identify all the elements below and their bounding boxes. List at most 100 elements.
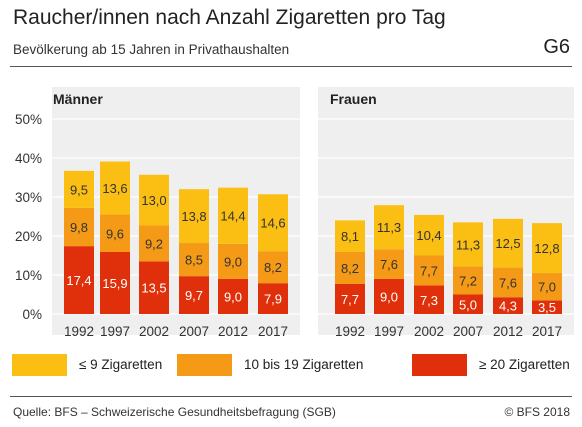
data-label-women-ge20-2017: 3,5 — [538, 300, 556, 315]
bar-women-ge20-1992 — [335, 283, 365, 314]
stacked-bar-chart: 0% 10% 20% 30% 40% 50% 17,4 9,8 9,5 1992 15,9 9,6 13… — [15, 112, 574, 339]
data-label-women-ge20-2002: 7,3 — [420, 293, 438, 308]
data-label-men-le9-2007: 13,8 — [181, 209, 206, 224]
data-label-women-mid-1997: 7,6 — [380, 257, 398, 272]
data-label-women-mid-2012: 7,6 — [499, 275, 517, 290]
header-divider — [10, 66, 572, 67]
data-label-women-mid-1992: 8,2 — [341, 261, 359, 276]
bar-men-le9-2007 — [179, 189, 209, 244]
x-tick-label-women: 1992 — [335, 324, 365, 339]
footer-copyright: © BFS 2018 — [504, 405, 570, 419]
data-label-men-ge20-2002: 13,5 — [141, 281, 166, 296]
x-tick-label-men: 2012 — [218, 324, 248, 339]
data-label-men-le9-1992: 9,5 — [70, 182, 88, 197]
x-tick-label-men: 2002 — [139, 324, 169, 339]
data-label-men-ge20-2012: 9,0 — [224, 289, 242, 304]
bar-men-le9-1997 — [100, 161, 130, 215]
footer-divider — [10, 396, 572, 397]
bar-women-ge20-2017 — [532, 300, 562, 314]
bar-women-le9-1997 — [374, 205, 404, 250]
data-label-women-ge20-2007: 5,0 — [459, 297, 477, 312]
data-label-men-le9-1997: 13,6 — [102, 181, 127, 196]
bar-women-le9-2007 — [453, 222, 483, 267]
x-tick-label-women: 1997 — [374, 324, 404, 339]
bar-men-mid-1992 — [64, 207, 94, 247]
y-tick-label: 0% — [22, 307, 42, 322]
data-label-men-ge20-2017: 7,9 — [264, 292, 282, 307]
bar-men-mid-2017 — [258, 251, 288, 284]
legend-swatch-ge20 — [412, 354, 467, 376]
data-label-women-le9-2007: 11,3 — [456, 237, 480, 252]
bar-women-le9-1992 — [335, 220, 365, 252]
data-label-men-ge20-1997: 15,9 — [102, 276, 127, 291]
data-label-women-ge20-1992: 7,7 — [341, 292, 359, 307]
bar-women-mid-2002 — [414, 255, 444, 286]
data-label-women-mid-2017: 7,0 — [538, 280, 556, 295]
bar-women-ge20-1997 — [374, 278, 404, 314]
y-tick-label: 50% — [15, 112, 42, 127]
bar-men-ge20-1997 — [100, 251, 130, 314]
data-label-men-mid-2017: 8,2 — [264, 260, 282, 275]
x-tick-label-men: 1992 — [64, 324, 94, 339]
data-label-men-ge20-1992: 17,4 — [66, 273, 91, 288]
bar-women-ge20-2012 — [493, 297, 523, 314]
legend-label-mid: 10 bis 19 Zigaretten — [244, 357, 364, 372]
chart-title: Raucher/innen nach Anzahl Zigaretten pro… — [13, 6, 446, 29]
data-label-men-le9-2012: 14,4 — [220, 209, 245, 224]
data-label-women-le9-1997: 11,3 — [377, 220, 401, 235]
y-tick-label: 20% — [15, 229, 42, 244]
bar-men-le9-2002 — [139, 174, 169, 226]
bar-men-mid-2012 — [218, 243, 248, 279]
bar-men-ge20-1992 — [64, 246, 94, 314]
data-label-men-le9-2017: 14,6 — [260, 216, 285, 231]
x-tick-label-women: 2002 — [414, 324, 444, 339]
y-tick-label: 40% — [15, 151, 42, 166]
data-label-men-ge20-2007: 9,7 — [185, 288, 203, 303]
data-label-men-mid-2012: 9,0 — [224, 254, 242, 269]
data-label-men-mid-2002: 9,2 — [145, 236, 163, 251]
legend-label-le9: ≤ 9 Zigaretten — [79, 357, 163, 372]
bar-women-le9-2002 — [414, 214, 444, 256]
bar-women-mid-2007 — [453, 266, 483, 295]
data-label-men-mid-1997: 9,6 — [106, 226, 124, 241]
legend-swatch-le9 — [12, 354, 67, 376]
bar-men-ge20-2002 — [139, 261, 169, 314]
bar-men-ge20-2012 — [218, 278, 248, 314]
x-tick-label-men: 2017 — [258, 324, 288, 339]
bar-women-le9-2012 — [493, 218, 523, 268]
data-label-women-le9-2012: 12,5 — [495, 236, 520, 251]
data-label-women-ge20-2012: 4,3 — [499, 299, 517, 314]
data-label-men-mid-2007: 8,5 — [185, 253, 203, 268]
bar-women-ge20-2002 — [414, 285, 444, 314]
bar-men-le9-1992 — [64, 170, 94, 208]
bar-men-ge20-2017 — [258, 283, 288, 314]
y-tick-label: 10% — [15, 268, 42, 283]
bar-women-mid-2017 — [532, 273, 562, 301]
bar-men-le9-2017 — [258, 194, 288, 252]
bar-women-mid-2012 — [493, 267, 523, 298]
legend-swatch-mid — [177, 354, 232, 376]
bar-men-le9-2012 — [218, 187, 248, 244]
panel-title-women: Frauen — [330, 91, 377, 107]
chart-code: G6 — [543, 36, 570, 58]
data-label-women-mid-2002: 7,7 — [420, 264, 438, 279]
x-tick-label-women: 2017 — [532, 324, 562, 339]
panel-title-men: Männer — [53, 91, 103, 107]
data-label-men-le9-2002: 13,0 — [141, 193, 166, 208]
bar-women-le9-2017 — [532, 223, 562, 274]
bar-women-mid-1992 — [335, 251, 365, 284]
bar-men-mid-2002 — [139, 225, 169, 262]
x-tick-label-women: 2012 — [493, 324, 523, 339]
data-label-women-ge20-1997: 9,0 — [380, 289, 398, 304]
data-label-women-le9-2017: 12,8 — [534, 241, 559, 256]
chart-subtitle: Bevölkerung ab 15 Jahren in Privathausha… — [13, 42, 290, 57]
y-tick-label: 30% — [15, 190, 42, 205]
legend-label-ge20: ≥ 20 Zigaretten — [479, 357, 570, 372]
x-tick-label-men: 2007 — [179, 324, 209, 339]
x-tick-label-men: 1997 — [100, 324, 130, 339]
data-label-women-mid-2007: 7,2 — [459, 273, 477, 288]
bar-men-ge20-2007 — [179, 276, 209, 314]
data-label-men-mid-1992: 9,8 — [70, 220, 88, 235]
bar-men-mid-1997 — [100, 214, 130, 252]
bar-women-ge20-2007 — [453, 294, 483, 314]
